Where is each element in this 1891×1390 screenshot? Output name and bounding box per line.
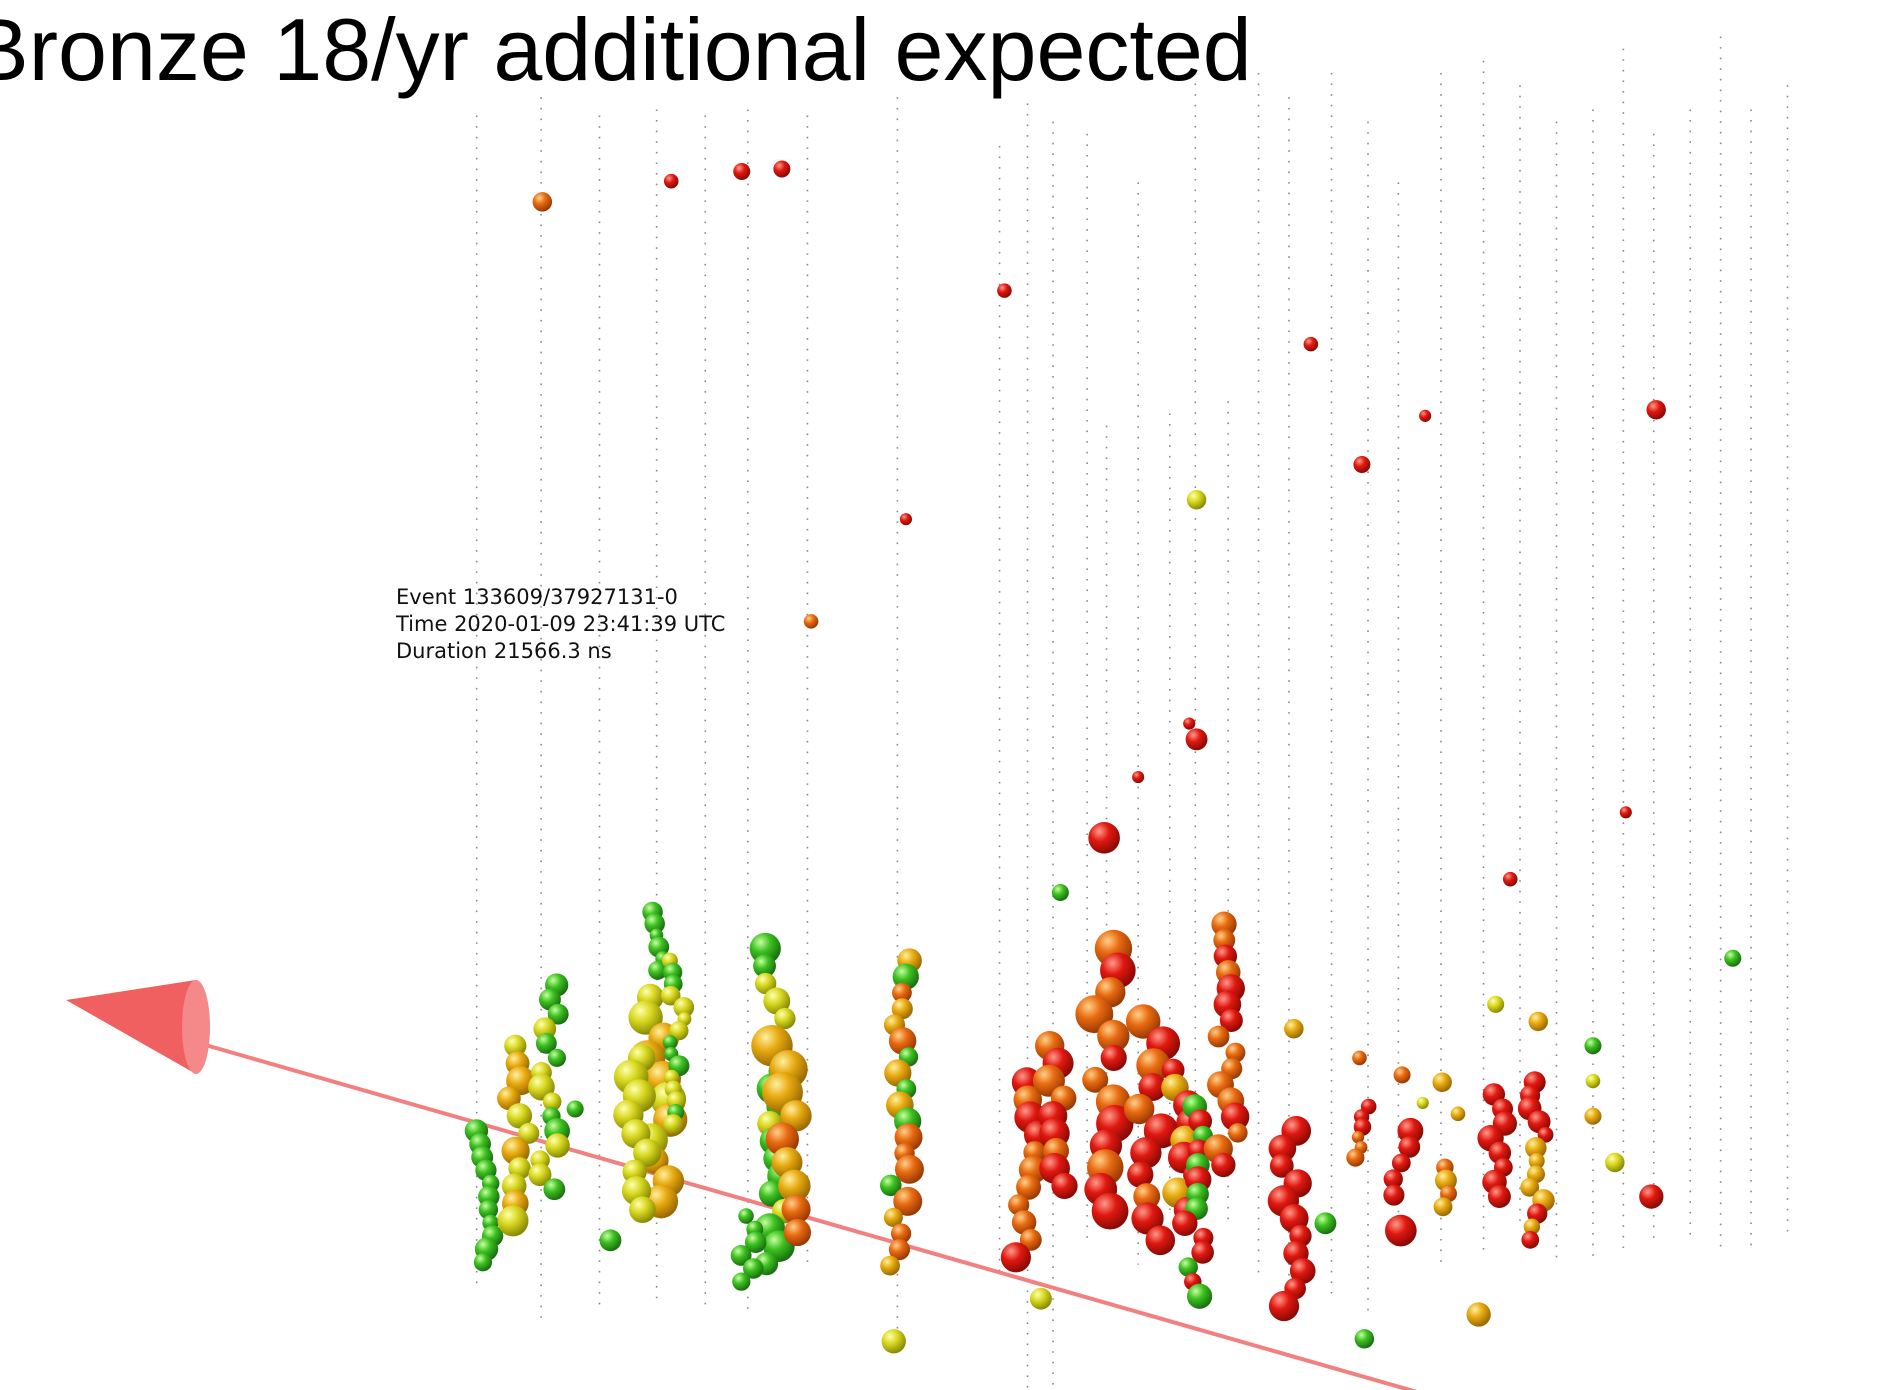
event-display: Bronze 18/yr additional expected Event 1…: [0, 0, 1891, 1390]
hit: [1417, 1097, 1429, 1109]
hit: [474, 1253, 492, 1271]
hit: [733, 163, 750, 180]
event-duration: Duration 21566.3 ns: [396, 639, 612, 663]
hit: [1101, 1045, 1127, 1071]
hit: [1385, 1215, 1417, 1247]
hit: [1352, 1051, 1367, 1066]
hit: [533, 192, 552, 211]
hit: [1355, 1329, 1374, 1348]
hit: [1172, 1211, 1197, 1236]
hit: [567, 1100, 584, 1117]
track-line: [188, 1040, 1445, 1390]
hit: [1314, 1212, 1336, 1234]
hit: [548, 1049, 566, 1067]
hit: [1383, 1185, 1404, 1206]
hit: [1503, 872, 1518, 887]
hit: [1646, 400, 1665, 419]
hit: [773, 161, 790, 178]
hit: [1304, 337, 1319, 352]
hit: [1605, 1153, 1624, 1172]
hit: [1466, 1302, 1490, 1326]
hit: [1183, 717, 1195, 729]
hit: [663, 1114, 683, 1134]
event-id: Event 133609/37927131-0: [396, 585, 678, 609]
hit: [1584, 1108, 1601, 1125]
hit: [1284, 1019, 1303, 1038]
hit: [497, 1205, 528, 1236]
hit: [804, 614, 819, 629]
hit: [543, 1178, 565, 1200]
hit: [1145, 1226, 1175, 1256]
hit: [1353, 456, 1370, 473]
hit: [882, 1329, 906, 1353]
hit: [1088, 822, 1120, 854]
hit: [599, 1229, 621, 1251]
hit: [997, 283, 1012, 298]
slide-title: Bronze 18/yr additional expected: [0, 0, 1252, 99]
page: Bronze 18/yr additional expected Event 1…: [0, 0, 1891, 1390]
hit: [1620, 806, 1632, 818]
hit: [629, 1196, 656, 1223]
hit: [1030, 1288, 1052, 1310]
hit: [1211, 1153, 1235, 1177]
hit: [1419, 410, 1431, 422]
hit: [1346, 1149, 1364, 1167]
hit: [1092, 1193, 1129, 1230]
hit: [732, 1273, 750, 1291]
hit: [1639, 1184, 1663, 1208]
hit: [1228, 1123, 1248, 1143]
hit: [880, 1256, 900, 1276]
hit: [1001, 1242, 1031, 1272]
hit: [1432, 1073, 1451, 1092]
hit: [1132, 771, 1144, 783]
hit: [1434, 1197, 1453, 1216]
hit: [1488, 1185, 1511, 1208]
hit: [545, 1133, 569, 1157]
hit: [1584, 1037, 1601, 1054]
hit: [1187, 1284, 1212, 1309]
hit: [784, 1219, 811, 1246]
track-cone-base: [182, 980, 210, 1074]
hit: [1051, 1173, 1077, 1199]
hit: [1187, 490, 1206, 509]
hit: [1724, 950, 1741, 967]
hit: [1186, 728, 1208, 750]
hit: [1586, 1074, 1601, 1089]
hit: [664, 174, 679, 189]
hit: [1269, 1291, 1299, 1321]
hit: [900, 513, 912, 525]
hit: [1521, 1231, 1539, 1249]
hit: [1487, 996, 1504, 1013]
hit: [1529, 1012, 1548, 1031]
hit: [1208, 1026, 1230, 1048]
hit: [1052, 884, 1069, 901]
hit: [1394, 1066, 1411, 1083]
event-time: Time 2020-01-09 23:41:39 UTC: [395, 612, 725, 636]
hit: [1451, 1107, 1466, 1122]
